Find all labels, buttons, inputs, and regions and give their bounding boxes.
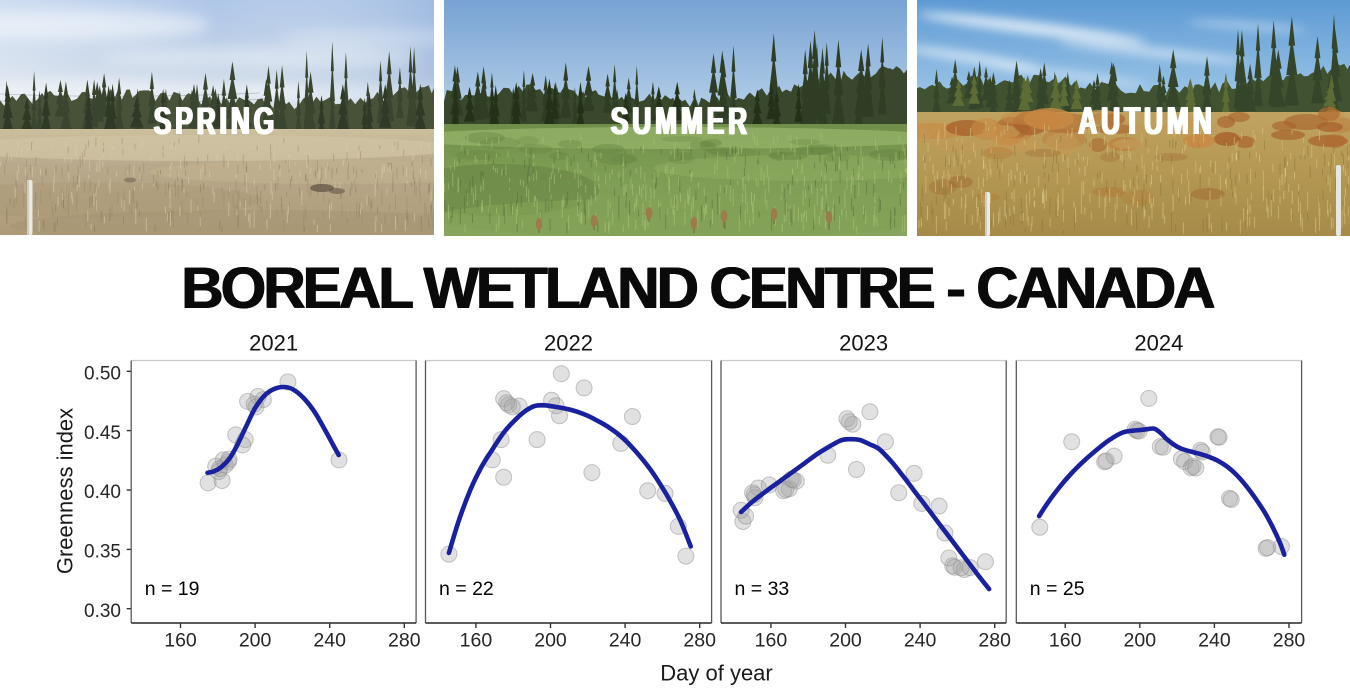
svg-text:2024: 2024 [1134, 331, 1183, 356]
svg-text:0.30: 0.30 [84, 601, 121, 622]
svg-text:n = 19: n = 19 [145, 578, 200, 600]
svg-text:n = 33: n = 33 [735, 578, 790, 600]
svg-text:0.45: 0.45 [84, 423, 121, 444]
svg-text:160: 160 [460, 630, 493, 652]
svg-text:160: 160 [164, 630, 197, 652]
svg-text:280: 280 [388, 630, 421, 652]
svg-text:240: 240 [1198, 630, 1231, 652]
svg-text:0.40: 0.40 [84, 482, 121, 503]
svg-text:240: 240 [313, 630, 346, 652]
svg-text:Greenness index: Greenness index [53, 408, 78, 574]
svg-text:2023: 2023 [839, 331, 888, 356]
svg-text:200: 200 [1124, 630, 1157, 652]
svg-text:2021: 2021 [249, 331, 298, 356]
svg-text:200: 200 [829, 630, 862, 652]
svg-text:200: 200 [534, 630, 567, 652]
svg-text:160: 160 [1049, 630, 1082, 652]
svg-text:0.50: 0.50 [84, 363, 121, 384]
svg-text:2022: 2022 [544, 331, 593, 356]
svg-text:280: 280 [1273, 630, 1306, 652]
svg-text:Day of year: Day of year [660, 661, 773, 686]
svg-text:0.35: 0.35 [84, 542, 121, 563]
svg-text:n = 22: n = 22 [439, 578, 494, 600]
svg-text:n = 25: n = 25 [1030, 578, 1085, 600]
svg-text:280: 280 [683, 630, 716, 652]
svg-text:240: 240 [904, 630, 937, 652]
svg-text:280: 280 [978, 630, 1011, 652]
svg-text:240: 240 [609, 630, 642, 652]
svg-text:160: 160 [755, 630, 788, 652]
svg-text:200: 200 [239, 630, 272, 652]
